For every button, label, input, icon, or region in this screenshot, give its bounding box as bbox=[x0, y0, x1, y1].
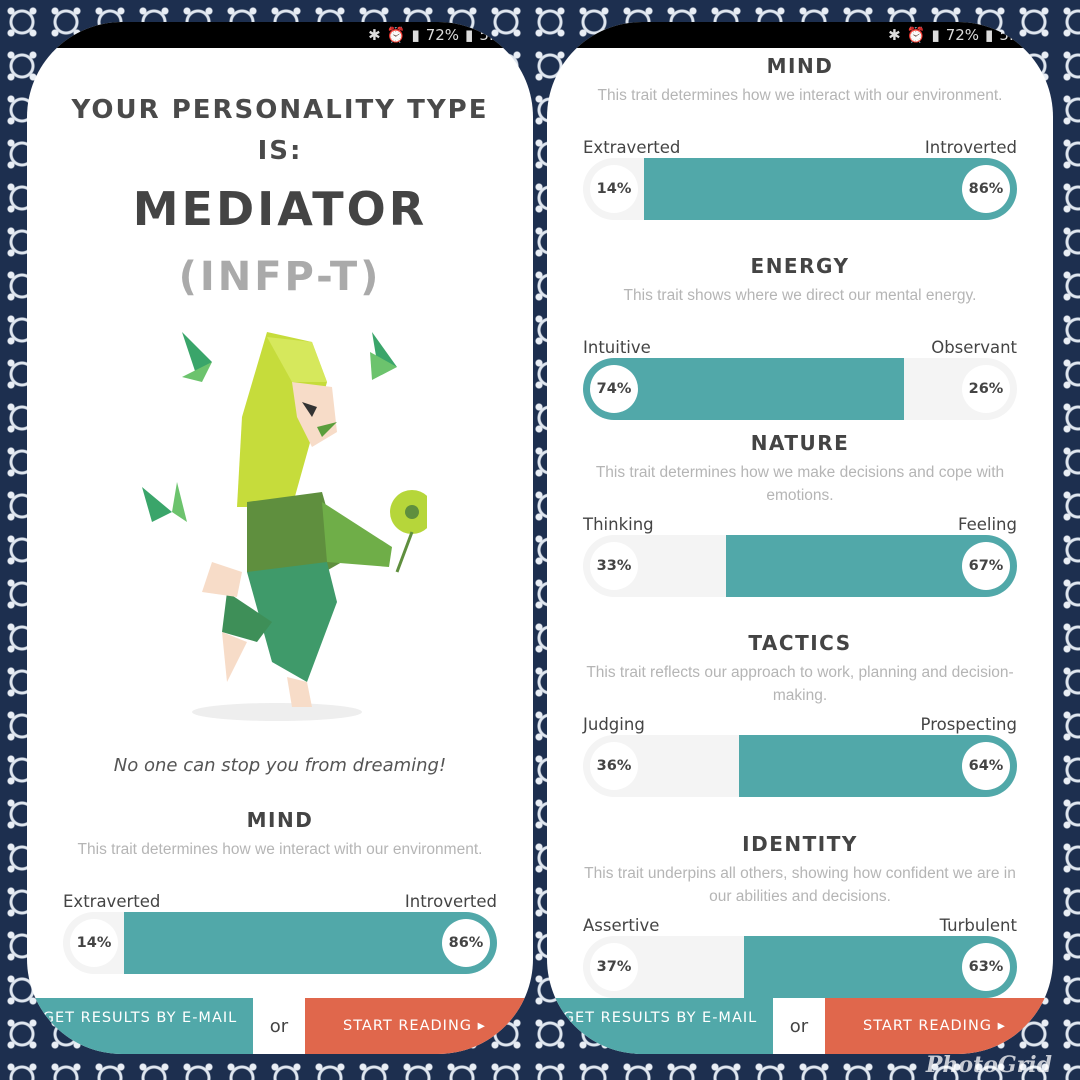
status-bar: ✱ ⏰ ▮ 72% ▮ 5:37 bbox=[547, 22, 1053, 48]
right-segment: 86% bbox=[123, 912, 497, 974]
trait-title: MIND bbox=[246, 808, 314, 832]
right-pole-label: Observant bbox=[931, 338, 1017, 357]
left-segment: 14% bbox=[63, 912, 124, 974]
left-segment: 74% bbox=[583, 358, 905, 420]
right-percent: 63% bbox=[961, 943, 1010, 991]
page-title-line-2: IS: bbox=[257, 136, 303, 166]
action-bar: GET RESULTS BY E-MAIL or START READING ▸ bbox=[547, 998, 1053, 1054]
alarm-icon: ⏰ bbox=[906, 26, 926, 44]
signal-icon: ▮ bbox=[931, 26, 940, 44]
left-pole-label: Extraverted bbox=[583, 138, 681, 157]
right-percent: 86% bbox=[961, 165, 1010, 213]
mediator-illustration bbox=[142, 332, 427, 721]
right-percent: 86% bbox=[441, 919, 490, 967]
right-percent: 67% bbox=[961, 542, 1010, 590]
clock: 5:37 bbox=[479, 26, 513, 44]
right-percent: 26% bbox=[961, 365, 1010, 413]
right-pole-label: Prospecting bbox=[920, 715, 1017, 734]
trait-bar: 36% 64% bbox=[583, 735, 1017, 797]
trait-bar: 14% 86% bbox=[583, 158, 1017, 220]
left-segment: 14% bbox=[583, 158, 644, 220]
trait-description: This trait determines how we interact wi… bbox=[597, 87, 1003, 104]
right-pole-label: Feeling bbox=[958, 515, 1017, 534]
right-segment: 86% bbox=[643, 158, 1017, 220]
get-results-email-button[interactable]: GET RESULTS BY E-MAIL bbox=[27, 998, 253, 1054]
battery-level: 72% bbox=[945, 26, 980, 44]
left-percent: 37% bbox=[590, 943, 638, 991]
type-code: (INFP-T) bbox=[178, 254, 382, 300]
left-pole-label: Thinking bbox=[583, 515, 654, 534]
status-bar: ✱ ⏰ ▮ 72% ▮ 5:37 bbox=[27, 22, 533, 48]
start-reading-button[interactable]: START READING ▸ bbox=[825, 998, 1053, 1054]
left-pole-label: Judging bbox=[583, 715, 645, 734]
right-pole-label: Introverted bbox=[404, 892, 497, 911]
trait-description: This trait determines how we make decisi… bbox=[595, 464, 1005, 504]
or-label: or bbox=[253, 998, 305, 1054]
action-bar: GET RESULTS BY E-MAIL or START READING ▸ bbox=[27, 998, 533, 1054]
trait-title: MIND bbox=[766, 54, 834, 78]
trait-description: This trait underpins all others, showing… bbox=[584, 865, 1016, 905]
trait-labels: Extraverted Introverted bbox=[583, 138, 1017, 157]
left-percent: 36% bbox=[590, 742, 638, 790]
trait-bar: 37% 63% bbox=[583, 936, 1017, 998]
left-segment: 33% bbox=[583, 535, 727, 597]
left-percent: 14% bbox=[590, 165, 638, 213]
right-segment: 64% bbox=[739, 735, 1017, 797]
right-pole-label: Turbulent bbox=[939, 916, 1017, 935]
trait-labels: Assertive Turbulent bbox=[583, 916, 1017, 935]
get-results-email-button[interactable]: GET RESULTS BY E-MAIL bbox=[547, 998, 773, 1054]
left-segment: 37% bbox=[583, 936, 744, 998]
type-name: MEDIATOR bbox=[132, 182, 428, 236]
trait-title: NATURE bbox=[750, 431, 850, 455]
right-segment: 26% bbox=[904, 358, 1017, 420]
left-pole-label: Intuitive bbox=[583, 338, 651, 357]
phone-screen-left: ✱ ⏰ ▮ 72% ▮ 5:37 YOUR PERSONALITY TYPE IS: M… bbox=[27, 22, 533, 1054]
bluetooth-icon: ✱ bbox=[368, 26, 381, 44]
battery-icon: ▮ bbox=[465, 26, 474, 44]
left-percent: 33% bbox=[590, 542, 638, 590]
right-segment: 67% bbox=[726, 535, 1017, 597]
trait-labels: Judging Prospecting bbox=[583, 715, 1017, 734]
battery-level: 72% bbox=[425, 26, 460, 44]
alarm-icon: ⏰ bbox=[386, 26, 406, 44]
bluetooth-icon: ✱ bbox=[888, 26, 901, 44]
trait-bar: 14% 86% bbox=[63, 912, 497, 974]
or-label: or bbox=[773, 998, 825, 1054]
left-percent: 74% bbox=[590, 365, 638, 413]
left-pole-label: Assertive bbox=[583, 916, 660, 935]
trait-title: IDENTITY bbox=[742, 832, 858, 856]
battery-icon: ▮ bbox=[985, 26, 994, 44]
tagline: No one can stop you from dreaming! bbox=[113, 755, 447, 776]
trait-title: TACTICS bbox=[748, 631, 852, 655]
left-percent: 14% bbox=[70, 919, 118, 967]
page-title: YOUR PERSONALITY TYPE IS: bbox=[27, 90, 533, 172]
trait-title: ENERGY bbox=[750, 254, 850, 278]
signal-icon: ▮ bbox=[411, 26, 420, 44]
right-segment: 63% bbox=[743, 936, 1017, 998]
left-segment: 36% bbox=[583, 735, 740, 797]
clock: 5:37 bbox=[999, 26, 1033, 44]
trait-description: This trait determines how we interact wi… bbox=[77, 841, 483, 858]
right-pole-label: Introverted bbox=[924, 138, 1017, 157]
trait-labels: Intuitive Observant bbox=[583, 338, 1017, 357]
start-reading-button[interactable]: START READING ▸ bbox=[305, 998, 533, 1054]
trait-bar: 33% 67% bbox=[583, 535, 1017, 597]
left-pole-label: Extraverted bbox=[63, 892, 161, 911]
trait-bar: 74% 26% bbox=[583, 358, 1017, 420]
photogrid-watermark: PhotoGrid bbox=[925, 1052, 1052, 1078]
page-title-line-1: YOUR PERSONALITY TYPE bbox=[71, 95, 489, 125]
phone-screen-right: ✱ ⏰ ▮ 72% ▮ 5:37 MIND This trait determines… bbox=[547, 22, 1053, 1054]
trait-labels: Extraverted Introverted bbox=[63, 892, 497, 911]
trait-description: This trait shows where we direct our men… bbox=[623, 287, 977, 304]
trait-description: This trait reflects our approach to work… bbox=[586, 664, 1014, 704]
trait-labels: Thinking Feeling bbox=[583, 515, 1017, 534]
right-percent: 64% bbox=[961, 742, 1010, 790]
